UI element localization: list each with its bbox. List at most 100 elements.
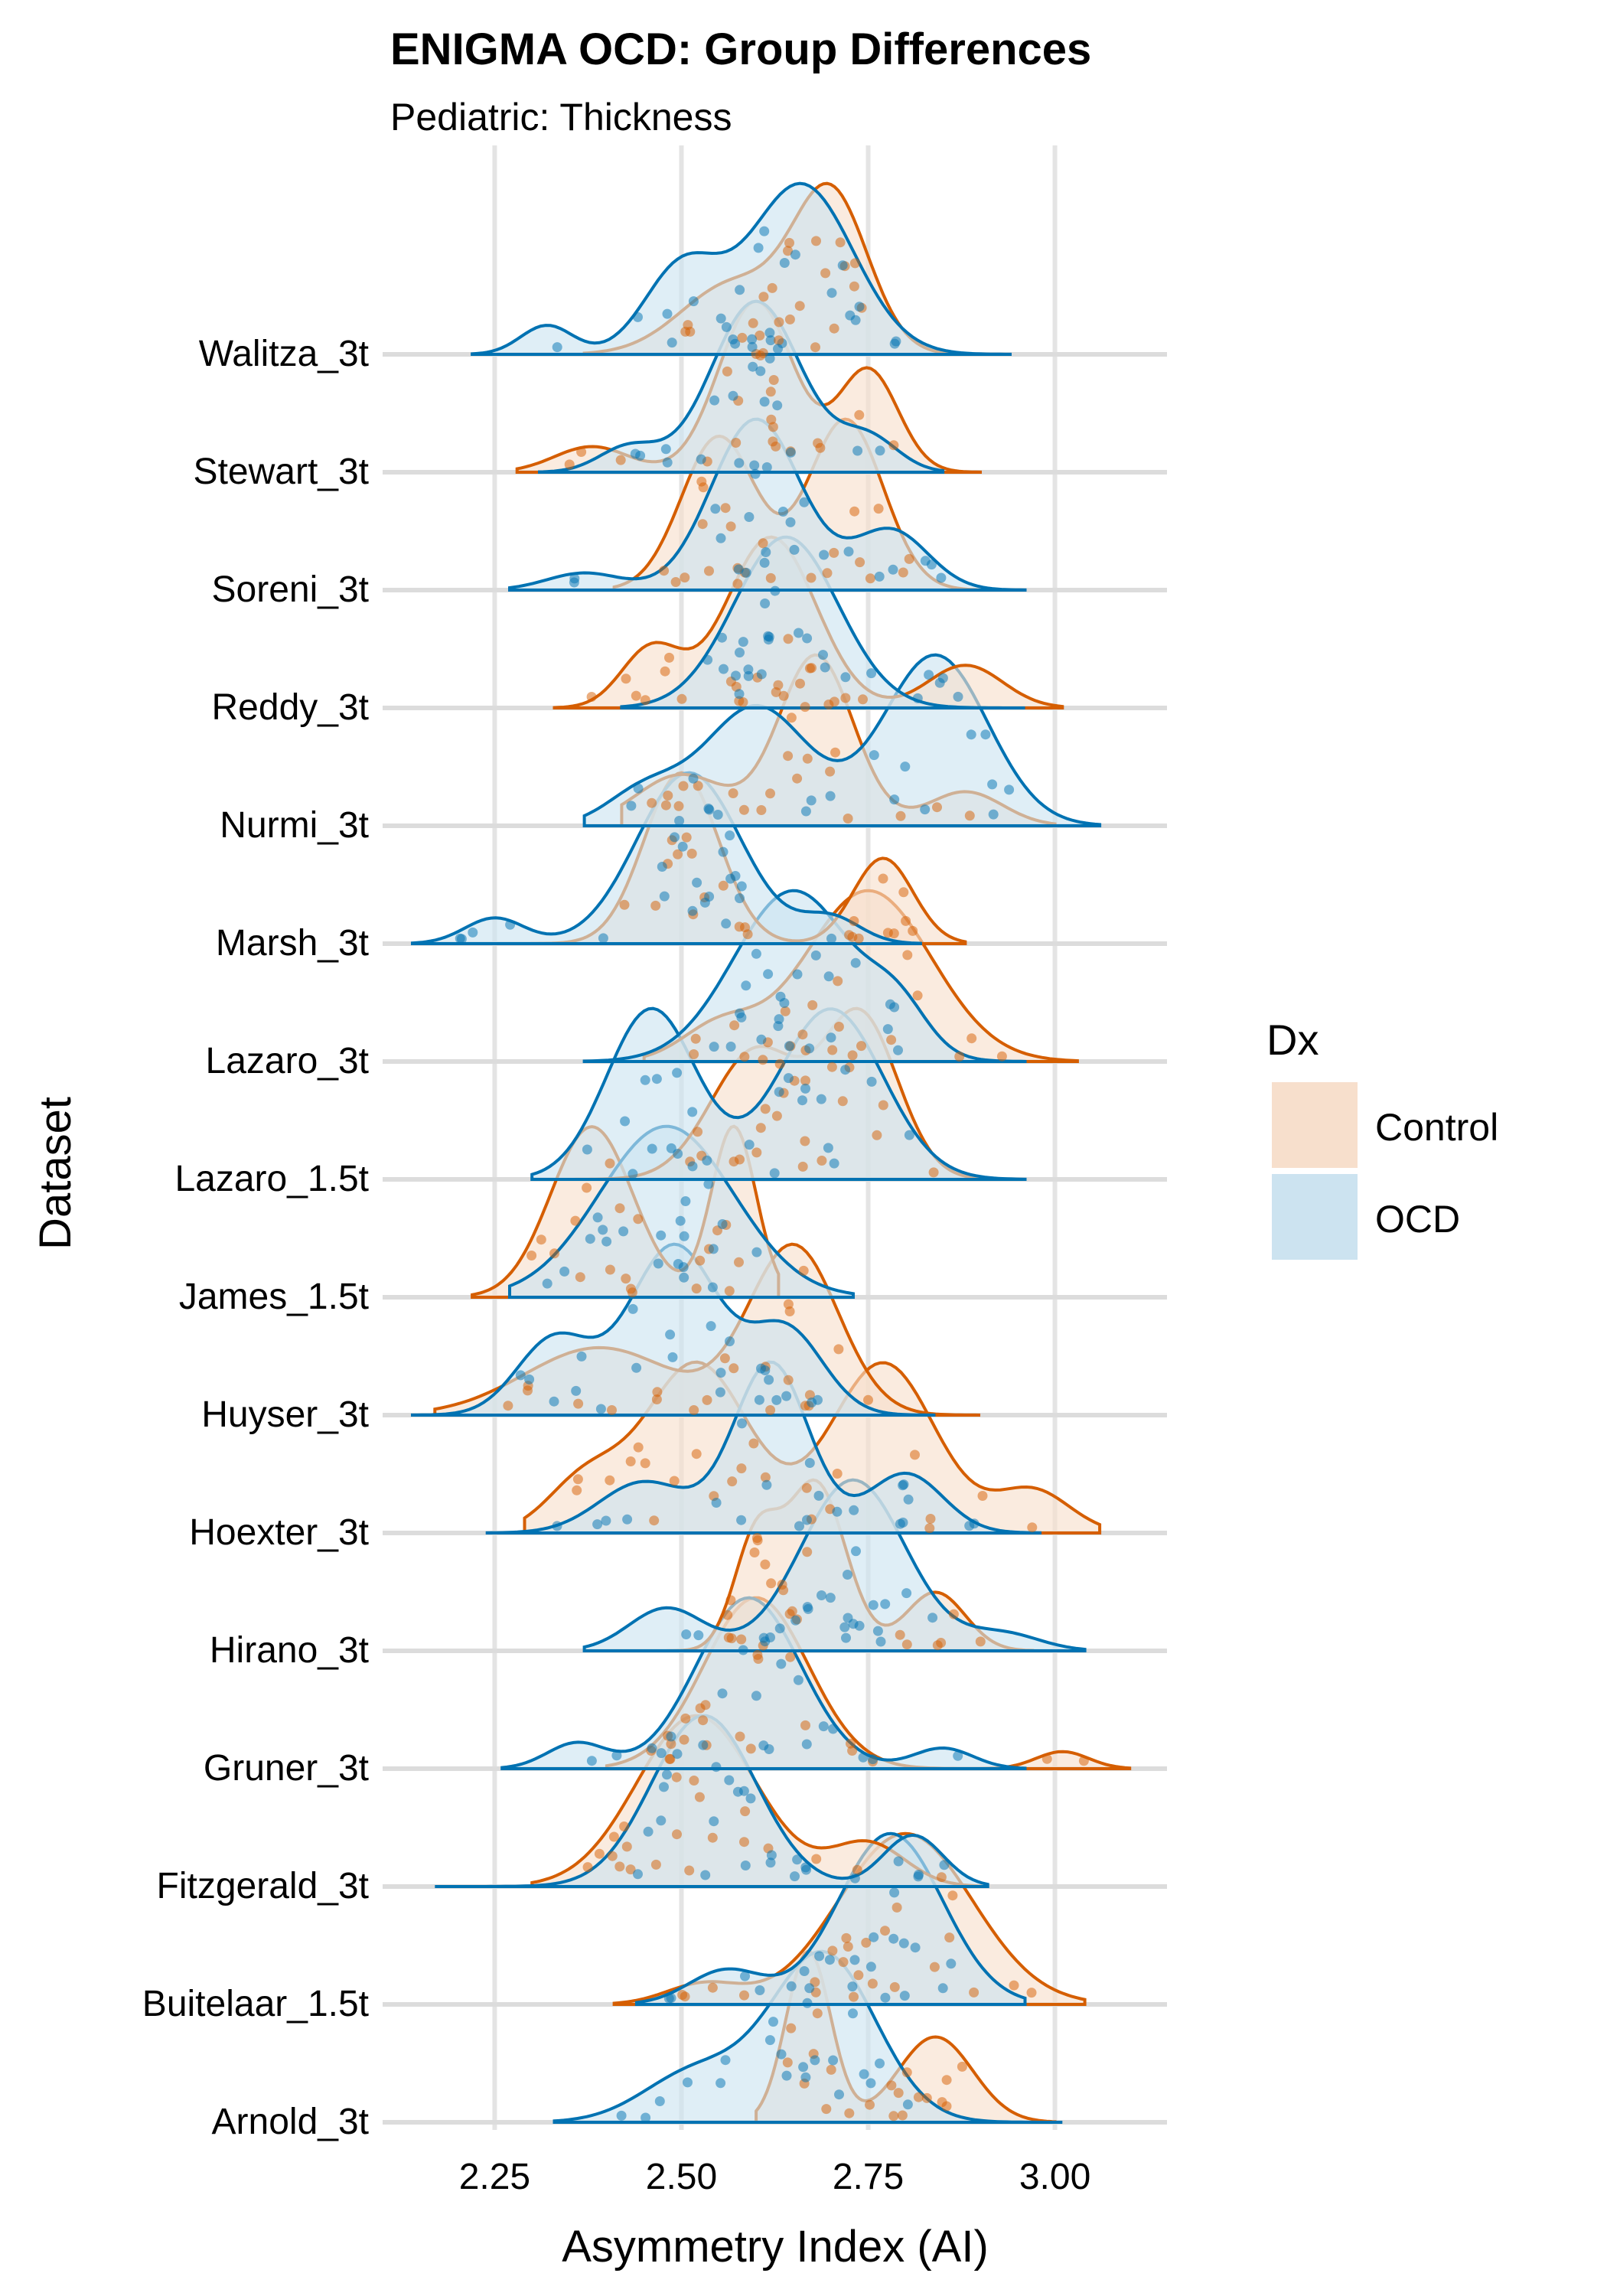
point-ocd-buitelaar-1-5t	[946, 1958, 957, 1969]
point-ocd-huyser-3t	[760, 1365, 771, 1375]
point-control-lazaro-3t	[996, 1051, 1007, 1062]
point-ocd-arnold-3t	[834, 2089, 844, 2100]
point-control-lazaro-1-5t	[797, 1161, 808, 1172]
point-ocd-gruner-3t	[818, 1721, 829, 1732]
point-control-huyser-3t	[783, 1375, 794, 1385]
point-control-hirano-3t	[901, 1639, 912, 1650]
point-control-fitzgerald-3t	[582, 1862, 593, 1873]
x-tick-label: 3.00	[1019, 2157, 1090, 2197]
point-ocd-stewart-3t	[749, 460, 760, 471]
point-ocd-soreni-3t	[777, 507, 788, 517]
point-control-huyser-3t	[863, 1394, 873, 1405]
y-tick-label-soreni-3t: Soreni_3t	[212, 569, 369, 610]
point-ocd-arnold-3t	[902, 2099, 913, 2110]
point-ocd-hirano-3t	[774, 1623, 785, 1634]
point-control-gruner-3t	[846, 1738, 856, 1749]
point-control-james-1-5t	[549, 1248, 559, 1259]
point-control-lazaro-1-5t	[817, 1156, 827, 1166]
point-ocd-nurmi-3t	[987, 779, 998, 790]
point-ocd-hoexter-3t	[737, 1418, 747, 1429]
point-control-reddy-3t	[858, 694, 868, 705]
point-ocd-marsh-3t	[725, 830, 735, 841]
point-control-arnold-3t	[844, 2108, 855, 2118]
point-control-fitzgerald-3t	[811, 1854, 822, 1864]
point-control-buitelaar-1-5t	[827, 1945, 838, 1956]
point-control-gruner-3t	[800, 1720, 810, 1730]
point-control-lazaro-1-5t	[751, 1147, 762, 1158]
point-ocd-walitza-3t	[837, 260, 848, 271]
point-ocd-soreni-3t	[569, 577, 579, 588]
point-control-buitelaar-1-5t	[892, 1902, 902, 1913]
y-tick-label-james-1-5t: James_1.5t	[179, 1277, 369, 1317]
point-control-hirano-3t	[778, 1585, 789, 1596]
point-control-hirano-3t	[802, 1547, 813, 1557]
point-control-hoexter-3t	[736, 1463, 747, 1474]
point-ocd-hoexter-3t	[736, 1515, 747, 1525]
point-control-james-1-5t	[582, 1182, 592, 1193]
point-ocd-james-1-5t	[627, 1169, 638, 1179]
point-ocd-huyser-3t	[715, 1368, 726, 1378]
point-control-gruner-3t	[1078, 1756, 1089, 1766]
point-ocd-fitzgerald-3t	[662, 1769, 672, 1780]
point-control-hoexter-3t	[1027, 1522, 1038, 1533]
point-control-stewart-3t	[765, 386, 776, 397]
point-ocd-walitza-3t	[662, 308, 673, 319]
point-control-fitzgerald-3t	[608, 1831, 619, 1842]
point-control-hoexter-3t	[572, 1474, 583, 1485]
point-control-gruner-3t	[698, 1715, 709, 1726]
point-ocd-lazaro-1-5t	[904, 1130, 914, 1140]
point-ocd-hirano-3t	[825, 1593, 836, 1603]
legend-label-ocd: OCD	[1375, 1198, 1460, 1241]
point-ocd-huyser-3t	[631, 1362, 642, 1373]
point-ocd-james-1-5t	[592, 1212, 603, 1223]
point-ocd-james-1-5t	[717, 1219, 728, 1229]
point-control-marsh-3t	[901, 915, 911, 926]
point-ocd-arnold-3t	[654, 2096, 665, 2106]
point-control-gruner-3t	[735, 1731, 745, 1742]
point-ocd-james-1-5t	[653, 1258, 663, 1269]
point-ocd-gruner-3t	[738, 1645, 748, 1655]
point-ocd-arnold-3t	[768, 2017, 778, 2027]
point-control-huyser-3t	[607, 1405, 617, 1415]
point-ocd-arnold-3t	[720, 2055, 731, 2066]
point-control-reddy-3t	[676, 693, 687, 704]
point-control-hoexter-3t	[924, 1523, 935, 1534]
point-ocd-buitelaar-1-5t	[889, 1887, 900, 1898]
point-ocd-huyser-3t	[754, 1394, 764, 1405]
point-ocd-gruner-3t	[611, 1750, 622, 1761]
point-ocd-walitza-3t	[845, 310, 856, 321]
point-ocd-huyser-3t	[524, 1374, 535, 1384]
point-control-lazaro-3t	[780, 1006, 790, 1016]
point-control-nurmi-3t	[802, 753, 813, 764]
y-tick-label-huyser-3t: Huyser_3t	[201, 1394, 369, 1435]
point-control-nurmi-3t	[895, 810, 906, 821]
point-ocd-lazaro-1-5t	[582, 1144, 592, 1155]
point-ocd-hirano-3t	[760, 1636, 771, 1647]
point-control-soreni-3t	[698, 482, 709, 493]
point-control-hoexter-3t	[625, 1456, 636, 1466]
point-control-buitelaar-1-5t	[843, 1942, 853, 1952]
point-ocd-james-1-5t	[542, 1278, 553, 1289]
point-control-gruner-3t	[664, 1753, 675, 1764]
point-control-hirano-3t	[722, 1609, 733, 1620]
point-ocd-hirano-3t	[841, 1632, 851, 1643]
point-control-lazaro-1-5t	[755, 1123, 766, 1133]
ridge-ocd-walitza-3t	[471, 181, 1012, 356]
y-tick-label-hoexter-3t: Hoexter_3t	[189, 1512, 369, 1553]
point-control-lazaro-1-5t	[800, 1136, 810, 1146]
point-ocd-james-1-5t	[559, 1266, 570, 1277]
y-tick-label-marsh-3t: Marsh_3t	[216, 923, 369, 964]
point-control-buitelaar-1-5t	[1009, 1980, 1019, 1991]
point-control-gruner-3t	[785, 1652, 796, 1662]
point-ocd-stewart-3t	[761, 462, 772, 472]
point-ocd-walitza-3t	[633, 311, 643, 322]
point-ocd-lazaro-3t	[736, 1012, 747, 1022]
point-control-walitza-3t	[829, 323, 839, 334]
point-control-fitzgerald-3t	[672, 1829, 682, 1840]
point-ocd-fitzgerald-3t	[914, 1870, 924, 1880]
point-control-buitelaar-1-5t	[969, 1987, 980, 1998]
point-ocd-lazaro-1-5t	[866, 1076, 877, 1087]
point-ocd-soreni-3t	[744, 512, 755, 522]
point-ocd-soreni-3t	[761, 547, 771, 557]
point-ocd-gruner-3t	[868, 1754, 878, 1765]
